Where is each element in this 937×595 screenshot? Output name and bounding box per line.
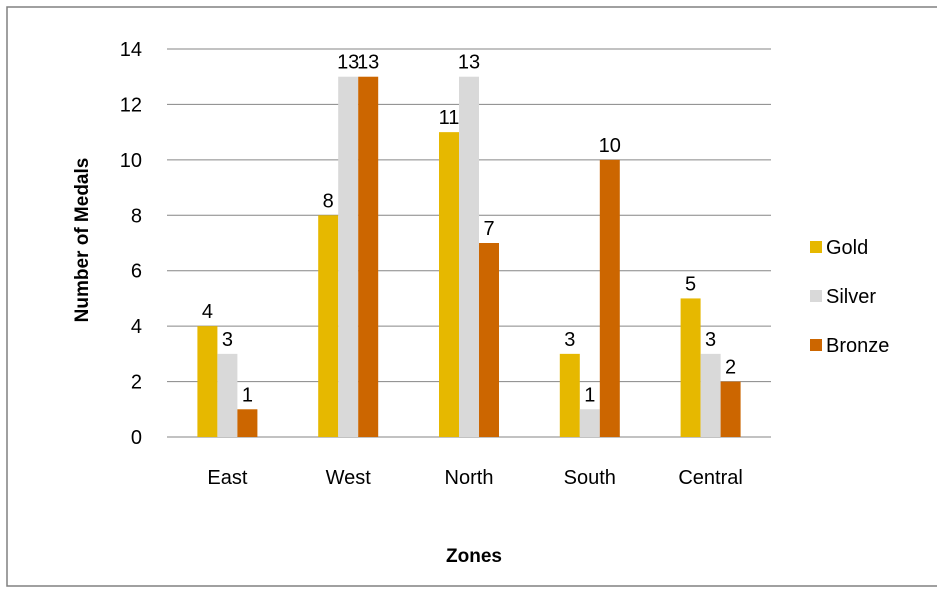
- bar-bronze: [479, 243, 499, 437]
- data-label: 3: [564, 329, 575, 351]
- legend-swatch-gold: [810, 241, 822, 253]
- legend-swatch-bronze: [810, 339, 822, 351]
- y-axis-title: Number of Medals: [72, 158, 93, 323]
- y-tick-label: 0: [131, 427, 142, 449]
- bar-silver: [217, 353, 238, 437]
- legend-label: Bronze: [826, 335, 889, 357]
- data-label: 13: [458, 52, 480, 74]
- data-label: 11: [439, 107, 460, 129]
- x-tick-label: East: [207, 467, 247, 489]
- data-label: 8: [323, 190, 334, 212]
- data-label: 1: [584, 384, 595, 406]
- data-label: 4: [202, 301, 213, 323]
- data-label: 5: [685, 273, 696, 295]
- data-label: 3: [222, 329, 233, 351]
- bar-bronze: [720, 381, 741, 437]
- bars: [197, 76, 741, 437]
- bar-silver: [579, 409, 600, 437]
- bar-bronze: [237, 409, 258, 437]
- y-tick-labels: 0 2 4 6 8 10 12 14: [120, 39, 142, 449]
- bar-gold: [439, 132, 459, 437]
- x-tick-label: South: [564, 467, 616, 489]
- bar-silver: [700, 353, 721, 437]
- data-label: 3: [705, 329, 716, 351]
- x-category-labels: East West North South Central: [207, 467, 742, 489]
- x-tick-label: North: [445, 467, 494, 489]
- y-tick-label: 8: [131, 205, 142, 227]
- x-tick-label: West: [326, 467, 372, 489]
- bar-gold: [318, 215, 339, 437]
- bar-gold: [680, 298, 701, 437]
- y-tick-label: 6: [131, 261, 142, 283]
- data-label: 10: [599, 135, 621, 157]
- bar-bronze: [358, 76, 379, 437]
- y-tick-label: 4: [131, 316, 142, 338]
- data-label: 2: [725, 357, 736, 379]
- data-label: 13: [337, 52, 359, 74]
- bar-gold: [197, 326, 218, 437]
- y-tick-label: 10: [120, 150, 142, 172]
- data-label: 13: [357, 52, 379, 74]
- data-label: 7: [483, 218, 494, 240]
- x-axis-title: Zones: [446, 546, 502, 567]
- y-tick-label: 14: [120, 39, 142, 61]
- legend-label: Silver: [826, 286, 876, 308]
- bar-bronze: [599, 159, 620, 437]
- x-tick-label: Central: [678, 467, 742, 489]
- data-label: 1: [242, 384, 253, 406]
- bar-gold: [559, 353, 580, 437]
- bar-silver: [459, 76, 479, 437]
- legend-label: Gold: [826, 237, 868, 259]
- legend-swatch-silver: [810, 290, 822, 302]
- legend: Gold Silver Bronze: [810, 237, 889, 357]
- bar-silver: [338, 76, 359, 437]
- y-tick-label: 12: [120, 94, 142, 116]
- y-tick-label: 2: [131, 372, 142, 394]
